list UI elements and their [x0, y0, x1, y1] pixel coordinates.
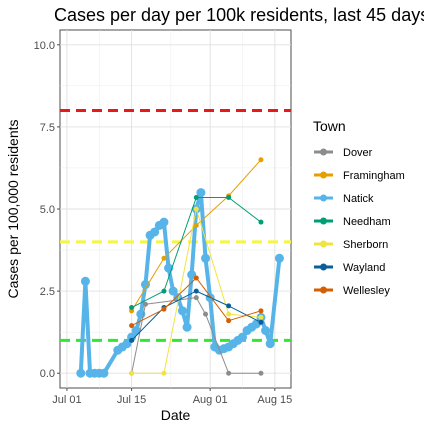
legend-key-point	[320, 171, 327, 179]
legend-label: Wayland	[343, 262, 385, 274]
y-axis: 0.0 2.5 5.0 7.5 10.0	[34, 40, 60, 380]
series-layer	[76, 157, 284, 378]
legend-label: Wellesley	[343, 285, 390, 297]
data-point-needham	[258, 219, 264, 225]
data-point-sherborn	[193, 206, 199, 212]
y-tick-label: 0.0	[40, 368, 55, 380]
legend-label: Framingham	[343, 170, 405, 182]
data-point-needham	[193, 195, 199, 201]
y-tick-label: 7.5	[40, 122, 55, 134]
legend-item-wayland: Wayland	[314, 262, 385, 274]
data-point-natick	[201, 253, 211, 263]
data-point-sherborn	[161, 370, 167, 376]
data-point-needham	[129, 305, 135, 311]
data-point-sherborn	[258, 314, 264, 320]
data-point-natick	[80, 276, 90, 286]
data-point-framingham	[161, 255, 167, 261]
data-point-natick	[99, 368, 109, 378]
data-point-needham	[161, 288, 167, 294]
legend-label: Natick	[343, 193, 374, 205]
data-point-wayland	[226, 303, 232, 309]
series-needham	[129, 195, 264, 311]
data-point-dover	[193, 295, 199, 301]
legend-label: Dover	[343, 147, 373, 159]
data-point-sherborn	[226, 311, 232, 317]
data-point-wayland	[193, 288, 199, 294]
x-axis-title: Date	[161, 407, 191, 423]
data-point-natick	[196, 188, 206, 198]
data-point-natick	[150, 227, 160, 237]
data-point-framingham	[258, 157, 264, 163]
legend-key-point	[320, 217, 327, 225]
legend-item-natick: Natick	[314, 193, 374, 205]
series-wellesley	[129, 275, 264, 329]
data-point-wayland	[258, 319, 264, 325]
chart-title: Cases per day per 100k residents, last 4…	[54, 5, 424, 25]
data-point-wayland	[129, 337, 135, 343]
data-point-dover	[258, 370, 264, 376]
data-point-sherborn	[129, 370, 135, 376]
legend-item-dover: Dover	[314, 147, 373, 159]
data-point-natick	[76, 368, 86, 378]
data-point-natick	[274, 253, 284, 263]
data-point-natick	[182, 322, 192, 332]
y-tick-label: 2.5	[40, 286, 55, 298]
data-point-natick	[168, 286, 178, 296]
data-point-natick	[140, 280, 150, 290]
x-tick-label: Jul 15	[117, 394, 146, 406]
legend: Town Dover Framingham Natick Needham Sherbor…	[313, 118, 405, 297]
x-tick-label: Jul 01	[52, 394, 81, 406]
data-point-framingham	[193, 222, 199, 228]
legend-item-wellesley: Wellesley	[314, 285, 390, 297]
data-point-wellesley	[258, 308, 264, 314]
legend-key-point	[320, 240, 327, 248]
series-sherborn	[129, 206, 264, 376]
legend-key-point	[320, 286, 327, 294]
y-axis-title: Cases per 100,000 residents	[5, 120, 21, 299]
data-point-wellesley	[226, 318, 232, 324]
x-tick-label: Aug 15	[257, 394, 292, 406]
x-tick-label: Aug 01	[193, 394, 228, 406]
legend-item-sherborn: Sherborn	[314, 239, 388, 251]
legend-key-point	[320, 148, 327, 156]
legend-label: Sherborn	[343, 239, 388, 251]
data-point-needham	[226, 195, 232, 201]
data-point-natick	[265, 339, 275, 349]
x-axis: Jul 01 Jul 15 Aug 01 Aug 15	[52, 388, 292, 406]
data-point-natick	[122, 339, 132, 349]
series-line-dover	[131, 297, 262, 374]
reference-lines	[60, 108, 291, 342]
legend-item-framingham: Framingham	[314, 170, 405, 182]
legend-title: Town	[313, 118, 346, 134]
legend-key-point	[320, 263, 327, 271]
data-point-natick	[237, 332, 247, 342]
data-point-natick	[187, 270, 197, 280]
y-tick-label: 5.0	[40, 204, 55, 216]
series-wayland	[129, 288, 264, 343]
legend-item-needham: Needham	[314, 216, 391, 228]
data-point-natick	[261, 326, 271, 336]
data-point-natick	[159, 217, 169, 227]
series-natick	[76, 188, 284, 378]
data-point-wellesley	[129, 323, 135, 329]
data-point-dover	[142, 301, 148, 307]
data-point-dover	[203, 311, 209, 317]
legend-key-point	[320, 194, 327, 202]
data-point-wellesley	[193, 275, 199, 281]
legend-label: Needham	[343, 216, 391, 228]
data-point-dover	[226, 370, 232, 376]
y-tick-label: 10.0	[34, 40, 55, 52]
data-point-wellesley	[161, 306, 167, 312]
data-point-natick	[177, 306, 187, 316]
